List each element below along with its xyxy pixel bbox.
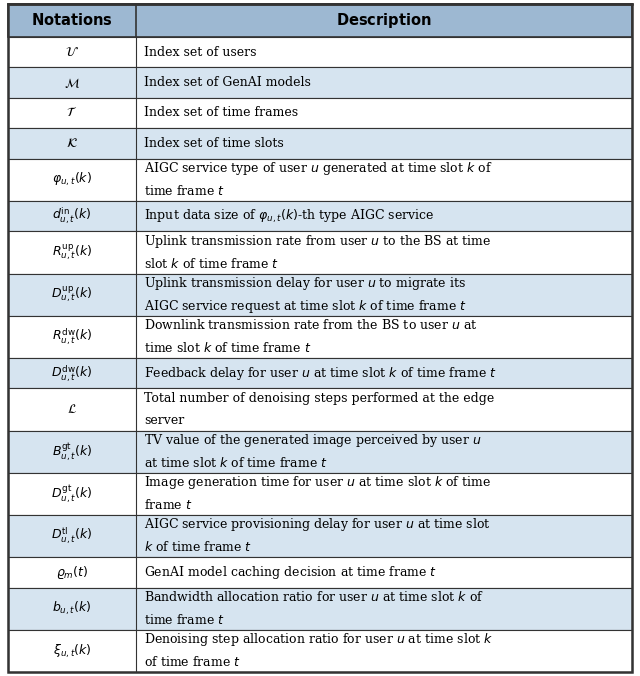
Text: Uplink transmission delay for user $u$ to migrate its: Uplink transmission delay for user $u$ t…	[144, 274, 466, 292]
Text: Index set of time frames: Index set of time frames	[144, 107, 298, 120]
Text: Index set of users: Index set of users	[144, 45, 257, 59]
Text: $\mathcal{T}$: $\mathcal{T}$	[67, 107, 77, 120]
Text: $R^{\mathrm{up}}_{u,t}(k)$: $R^{\mathrm{up}}_{u,t}(k)$	[52, 242, 92, 263]
Text: at time slot $k$ of time frame $t$: at time slot $k$ of time frame $t$	[144, 456, 328, 470]
Text: $D^{\mathrm{tl}}_{u,t}(k)$: $D^{\mathrm{tl}}_{u,t}(k)$	[51, 526, 93, 546]
Bar	[8, 4, 632, 37]
Bar	[8, 587, 632, 630]
Text: Total number of denoising steps performed at the edge: Total number of denoising steps performe…	[144, 391, 494, 405]
Text: AIGC service request at time slot $k$ of time frame $t$: AIGC service request at time slot $k$ of…	[144, 297, 467, 314]
Text: $D^{\mathrm{gt}}_{u,t}(k)$: $D^{\mathrm{gt}}_{u,t}(k)$	[51, 483, 93, 505]
Text: TV value of the generated image perceived by user $u$: TV value of the generated image perceive…	[144, 432, 481, 449]
Text: Downlink transmission rate from the BS to user $u$ at: Downlink transmission rate from the BS t…	[144, 318, 477, 333]
Text: server: server	[144, 414, 184, 427]
Bar	[8, 159, 632, 201]
Bar	[8, 358, 632, 389]
Text: Image generation time for user $u$ at time slot $k$ of time: Image generation time for user $u$ at ti…	[144, 474, 491, 491]
Text: Bandwidth allocation ratio for user $u$ at time slot $k$ of: Bandwidth allocation ratio for user $u$ …	[144, 590, 484, 604]
Text: time frame $t$: time frame $t$	[144, 613, 225, 627]
Text: $b_{u,t}(k)$: $b_{u,t}(k)$	[52, 600, 92, 617]
Text: Input data size of $\varphi_{u,t}(k)$-th type AIGC service: Input data size of $\varphi_{u,t}(k)$-th…	[144, 208, 434, 224]
Text: $\mathcal{K}$: $\mathcal{K}$	[66, 137, 78, 150]
Text: Index set of GenAI models: Index set of GenAI models	[144, 76, 311, 89]
Text: Index set of time slots: Index set of time slots	[144, 137, 284, 150]
Bar	[8, 68, 632, 98]
Bar	[8, 274, 632, 316]
Text: $d^{\mathrm{in}}_{u,t}(k)$: $d^{\mathrm{in}}_{u,t}(k)$	[52, 206, 92, 226]
Text: $k$ of time frame $t$: $k$ of time frame $t$	[144, 540, 252, 554]
Text: $\mathcal{M}$: $\mathcal{M}$	[64, 76, 80, 89]
Text: slot $k$ of time frame $t$: slot $k$ of time frame $t$	[144, 257, 279, 271]
Bar	[8, 316, 632, 358]
Text: $\mathcal{L}$: $\mathcal{L}$	[67, 403, 77, 416]
Text: Uplink transmission rate from user $u$ to the BS at time: Uplink transmission rate from user $u$ t…	[144, 233, 492, 249]
Bar	[8, 231, 632, 274]
Bar	[8, 473, 632, 515]
Text: $\varphi_{u,t}(k)$: $\varphi_{u,t}(k)$	[52, 171, 92, 189]
Text: frame $t$: frame $t$	[144, 498, 193, 512]
Text: Feedback delay for user $u$ at time slot $k$ of time frame $t$: Feedback delay for user $u$ at time slot…	[144, 364, 497, 382]
Text: $D^{\mathrm{dw}}_{u,t}(k)$: $D^{\mathrm{dw}}_{u,t}(k)$	[51, 363, 93, 383]
Text: $\mathbf{Description}$: $\mathbf{Description}$	[336, 11, 432, 30]
Bar	[8, 389, 632, 431]
Text: $B^{\mathrm{gt}}_{u,t}(k)$: $B^{\mathrm{gt}}_{u,t}(k)$	[52, 441, 92, 462]
Text: $\mathcal{U}$: $\mathcal{U}$	[65, 45, 79, 59]
Text: $D^{\mathrm{up}}_{u,t}(k)$: $D^{\mathrm{up}}_{u,t}(k)$	[51, 285, 93, 305]
Bar	[8, 201, 632, 231]
Text: time frame $t$: time frame $t$	[144, 184, 225, 198]
Bar	[8, 37, 632, 68]
Bar	[8, 98, 632, 128]
Text: GenAI model caching decision at time frame $t$: GenAI model caching decision at time fra…	[144, 564, 437, 581]
Text: AIGC service provisioning delay for user $u$ at time slot: AIGC service provisioning delay for user…	[144, 516, 490, 533]
Bar	[8, 557, 632, 587]
Text: time slot $k$ of time frame $t$: time slot $k$ of time frame $t$	[144, 341, 311, 355]
Bar	[8, 128, 632, 159]
Text: $R^{\mathrm{dw}}_{u,t}(k)$: $R^{\mathrm{dw}}_{u,t}(k)$	[52, 327, 92, 347]
Text: of time frame $t$: of time frame $t$	[144, 655, 241, 669]
Bar	[8, 515, 632, 557]
Text: $\xi_{u,t}(k)$: $\xi_{u,t}(k)$	[52, 642, 92, 660]
Text: $\varrho_m(t)$: $\varrho_m(t)$	[56, 564, 88, 581]
Text: Denoising step allocation ratio for user $u$ at time slot $k$: Denoising step allocation ratio for user…	[144, 631, 493, 648]
Text: AIGC service type of user $u$ generated at time slot $k$ of: AIGC service type of user $u$ generated …	[144, 160, 492, 177]
Bar	[8, 630, 632, 672]
Text: $\mathbf{Notations}$: $\mathbf{Notations}$	[31, 12, 113, 28]
Bar	[8, 431, 632, 473]
